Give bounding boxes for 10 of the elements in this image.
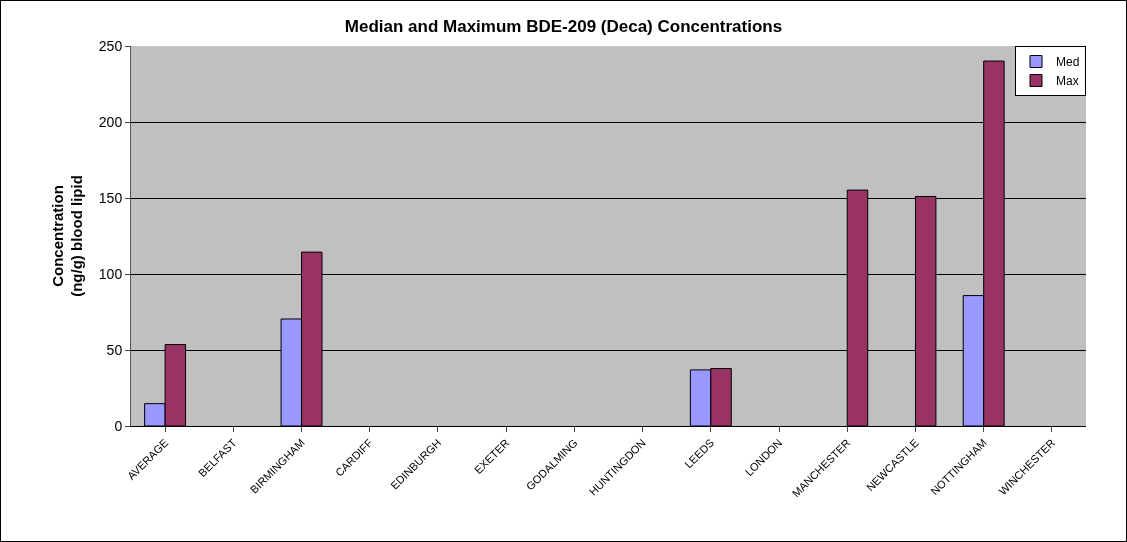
y-tick-label: 250 (98, 37, 123, 54)
y-tick-label: 0 (114, 417, 123, 434)
legend-label: Med (1056, 55, 1080, 70)
y-tick-label: 100 (98, 265, 123, 282)
legend-label: Max (1056, 74, 1079, 89)
y-tick-label: 50 (106, 341, 123, 358)
chart-title: Median and Maximum BDE-209 (Deca) Concentrations (344, 16, 783, 36)
y-axis-title: Concentration (ng/g) blood lipid (48, 175, 86, 297)
y-tick-label: 200 (98, 113, 123, 130)
y-tick-label: 150 (98, 189, 123, 206)
